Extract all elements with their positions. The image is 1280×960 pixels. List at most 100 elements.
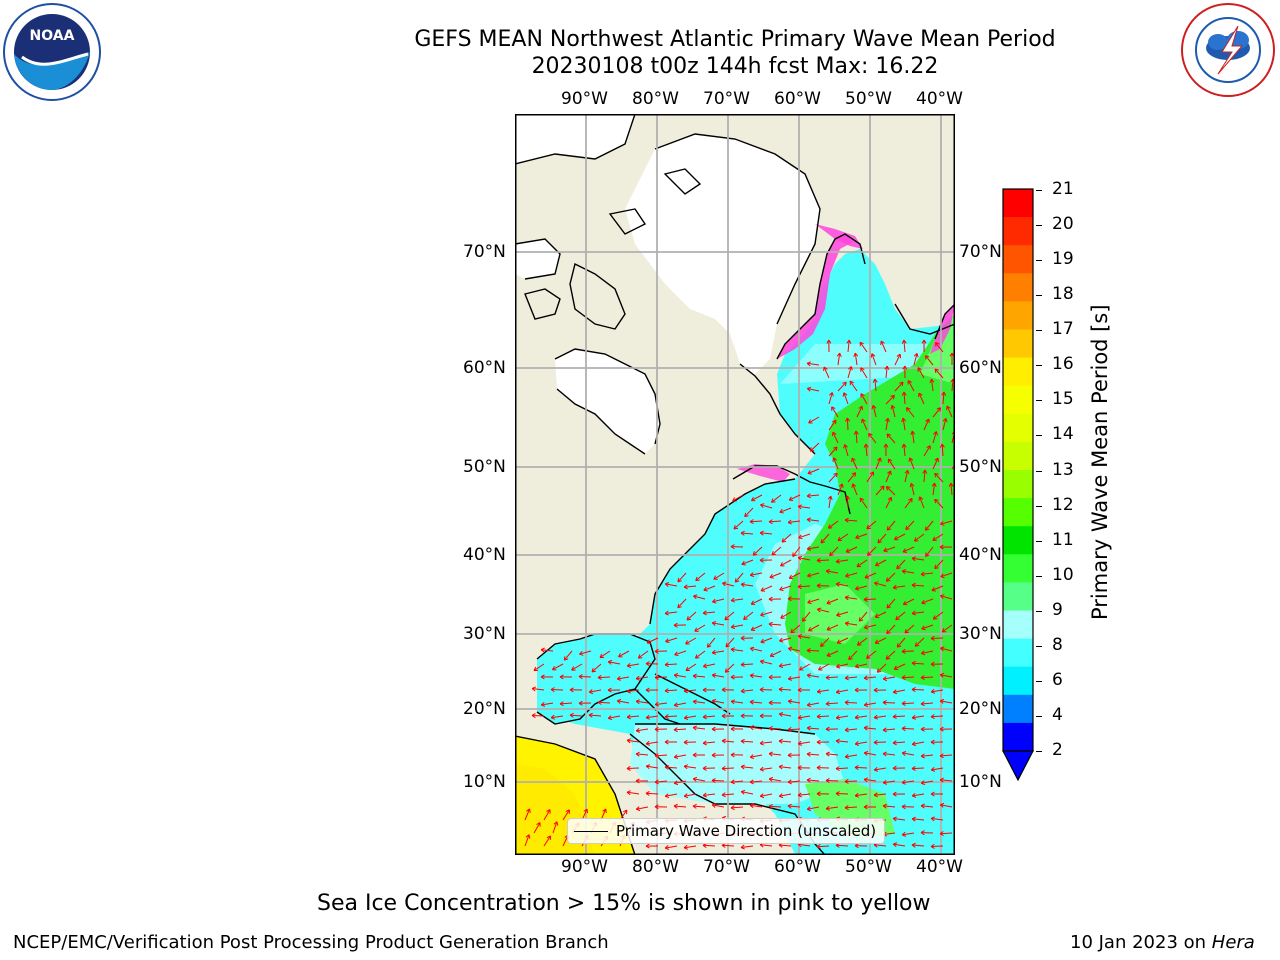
wave-arrow-head — [721, 738, 726, 744]
colorbar-tick-mark — [1036, 365, 1042, 367]
wave-arrow-head — [635, 751, 640, 757]
wave-arrow-head — [899, 381, 904, 387]
wave-arrow-head — [692, 725, 697, 731]
wave-arrow-head — [759, 793, 765, 799]
wave-arrow-head — [635, 778, 640, 784]
wave-arrow-head — [835, 791, 840, 797]
wave-arrow — [861, 418, 868, 431]
wave-arrow — [741, 766, 754, 769]
wave-arrow — [724, 611, 735, 621]
wave-arrow — [664, 715, 678, 718]
wave-arrow — [731, 624, 744, 628]
wave-arrow-head — [885, 417, 890, 423]
wave-arrow-head — [911, 660, 916, 666]
wave-arrow — [896, 559, 906, 570]
wave-arrow-head — [933, 431, 938, 436]
wave-arrow-head — [844, 675, 849, 681]
wave-arrow-head — [874, 639, 880, 645]
wave-arrow — [828, 419, 837, 431]
wave-arrow-head — [654, 753, 659, 759]
wave-arrow-head — [930, 688, 936, 694]
wave-arrow-head — [664, 610, 669, 616]
wave-arrow — [864, 702, 877, 706]
wave-arrow-head — [868, 433, 873, 438]
wave-arrow-head — [540, 647, 545, 653]
wave-arrow — [847, 366, 852, 379]
wave-arrow — [886, 624, 896, 635]
wave-arrow — [858, 611, 868, 622]
wave-arrow-head — [721, 687, 726, 693]
wave-arrow-head — [616, 698, 622, 704]
wave-arrow — [845, 622, 858, 626]
wave-arrow — [779, 663, 792, 667]
wave-arrow — [855, 533, 868, 539]
wave-arrow-head — [901, 569, 907, 574]
wave-arrow — [950, 483, 953, 496]
colorbar-tick-label: 15 — [1052, 389, 1074, 410]
wave-arrow-head — [645, 740, 651, 746]
wave-arrow-head — [749, 519, 754, 525]
colorbar-tick-label: 14 — [1052, 424, 1074, 445]
wave-arrow — [694, 624, 706, 632]
wave-arrow-head — [872, 378, 878, 383]
wave-arrow-head — [845, 548, 851, 553]
coastlines — [515, 114, 955, 855]
wave-arrow — [837, 381, 847, 392]
wave-arrow — [541, 649, 554, 652]
wave-arrow-head — [654, 701, 659, 707]
wave-arrow-head — [759, 530, 764, 536]
wave-arrow — [883, 676, 896, 680]
wave-arrow-head — [863, 624, 869, 630]
wave-arrow — [673, 805, 687, 808]
wave-arrow-head — [854, 714, 859, 720]
wave-arrow — [845, 754, 858, 758]
colorbar-tick-label: 10 — [1052, 564, 1074, 585]
wave-arrow — [880, 340, 887, 353]
wave-arrow — [893, 843, 906, 847]
wave-arrow — [806, 494, 820, 497]
wave-arrow — [901, 702, 915, 705]
wave-arrow-head — [844, 754, 850, 759]
wave-arrow — [684, 793, 697, 797]
wave-arrow — [893, 663, 906, 670]
wave-arrow — [939, 754, 953, 757]
wave-arrow — [930, 715, 944, 718]
lat-label-right: 70°N — [959, 242, 1002, 262]
wave-arrow-head — [702, 792, 707, 798]
wave-arrow — [844, 806, 858, 809]
wave-arrow — [617, 676, 630, 680]
wave-arrow — [826, 806, 839, 810]
wave-arrow — [866, 650, 877, 659]
colorbar-tick-mark — [1036, 680, 1042, 682]
wave-arrow-head — [845, 417, 851, 422]
wave-arrow-head — [902, 548, 908, 553]
wave-arrow-head — [750, 496, 756, 502]
wave-arrow — [912, 715, 925, 719]
wave-arrow — [684, 585, 697, 588]
wave-arrow-head — [806, 517, 812, 523]
wave-arrow — [885, 366, 888, 379]
wave-arrow — [921, 572, 934, 575]
wave-arrow-head — [550, 714, 555, 720]
wave-arrow-head — [816, 713, 821, 720]
wave-arrow — [760, 793, 773, 797]
wave-arrow-head — [901, 779, 906, 785]
wave-arrow — [674, 780, 687, 784]
map-title-line-2: 20230108 t00z 144h fcst Max: 16.22 — [531, 54, 939, 79]
wave-arrow-head — [711, 673, 717, 678]
wave-arrow-head — [759, 713, 764, 719]
wave-arrow — [855, 430, 858, 444]
wave-arrow-head — [778, 712, 784, 717]
map-frame — [515, 114, 955, 855]
wave-arrow — [930, 637, 944, 639]
wave-arrow-head — [892, 740, 897, 746]
wave-arrow-head — [886, 604, 892, 609]
wave-arrow — [703, 741, 716, 744]
wave-arrow — [930, 845, 944, 847]
wave-arrow — [883, 753, 896, 756]
wave-arrow-head — [816, 765, 821, 771]
colorbar-tick-label: 16 — [1052, 354, 1074, 375]
wave-arrow — [792, 546, 801, 557]
wave-arrow-head — [565, 809, 570, 814]
wave-arrow-head — [930, 635, 935, 641]
